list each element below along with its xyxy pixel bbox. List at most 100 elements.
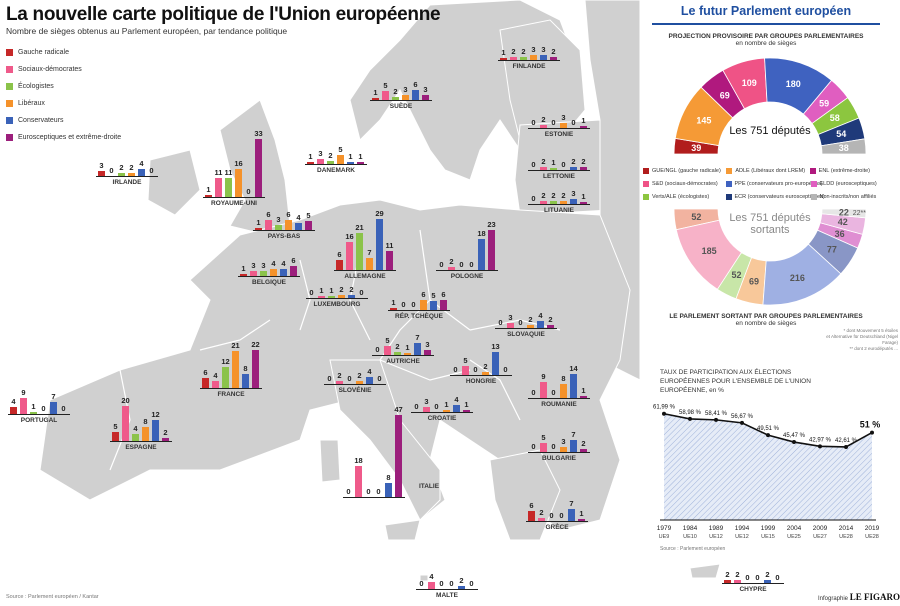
country-bar [202,377,209,388]
country-bar [280,269,287,276]
country-bar [346,242,353,270]
turnout-eu-label: UE28 [865,534,879,540]
country-bar-value: 3 [541,44,546,54]
note-line: * dont Mouvement 5 étoiles [843,328,898,333]
italy-shape [329,359,441,521]
country-bar-value: 3 [425,339,430,349]
country-bar-value: 2 [571,156,576,166]
country-bar [382,91,389,100]
country-bar [132,434,139,441]
turnout-line-chart: 61,99 % 1979 UE9 58,98 % 1984 UE10 58,41 % 1989… [653,405,881,540]
country-bar [560,384,567,398]
country-bar [327,160,334,164]
country-bar-value: 2 [511,46,516,56]
legend-item: Libéraux [6,95,121,112]
country-bar-value: 18 [354,455,363,465]
group-desc: (conservateurs eurosceptiques) [747,193,825,200]
legend-swatch-ecologistes [6,83,13,90]
country-bar [390,308,397,310]
country-bar-value: 5 [385,336,390,346]
country-bar [570,198,577,204]
country-bar-value: 13 [491,342,500,352]
country-bar-value: 21 [231,341,240,351]
note-line: et Alternative für Deutschland (Nigel Fa… [826,334,898,345]
country-bar-value: 0 [559,511,564,520]
group-desc: (extrême-droite) [830,167,871,174]
country-baseline [436,270,498,271]
country-bar-value: 4 [296,213,301,222]
party-legend: Gauche radicale Sociaux-démocrates Écolo… [6,44,121,146]
country-bar-value: 2 [449,256,454,266]
country-bar [540,443,547,452]
country-bar [510,56,517,60]
country-bar-value: 0 [518,318,523,327]
group-desc: (Libéraux dont LREM) [751,167,806,174]
country-bar-value: 6 [337,249,342,259]
country-bar-value: 2 [337,370,342,380]
country-bar-value: 3 [99,160,104,170]
country-bar-value: 0 [414,402,419,411]
country-bar-value: 2 [561,190,566,200]
donut-slice-label: 22 [839,207,849,217]
country-bar-value: 7 [51,391,56,401]
map-source: Source : Parlement européen / Kantar [6,594,99,600]
country-bar-value: 2 [541,190,546,200]
country-chart: 2 2 0 0 2 0 CHYPRE [722,570,784,593]
country-bar-value: 2 [581,156,586,166]
country-bar-value: 2 [735,569,740,579]
country-bar [478,238,485,270]
country-bar [386,250,393,270]
country-bar [430,301,437,310]
credit-prefix: Infographie [818,596,849,602]
turnout-point [740,420,744,425]
outgoing-subtitle: LE PARLEMENT SORTANT PAR GROUPES PARLEME… [660,313,872,327]
donut-slice-label: 109 [742,78,757,88]
country-bar [550,168,557,170]
country-bar [440,299,447,310]
country-bar [328,296,335,298]
turnout-eu-label: UE12 [709,534,723,540]
group-label: Non-inscrits/non affiliés [819,193,877,200]
country-bar [260,270,267,276]
country-bar-value: 2 [328,150,333,160]
turnout-point [870,430,874,435]
country-chart: 6 16 21 7 29 11 ALLEMAGNE [334,209,396,280]
legend-swatch-eurosceptiques [6,134,13,141]
projection-title: PROJECTION PROVISOIRE PAR GROUPES PARLEM… [668,33,864,40]
turnout-value-label: 42,97 % [809,437,832,443]
turnout-value-label: 42,61 % [835,438,858,444]
legend-swatch-liberaux [6,100,13,107]
country-bar-value: 0 [449,579,454,588]
country-bar [423,406,430,412]
country-bar-value: 4 [213,371,218,380]
country-bar [764,579,771,583]
country-bar-value: 0 [453,365,458,374]
country-bar-value: 4 [11,397,16,406]
country-baseline [334,270,396,271]
country-bar-value: 8 [243,364,248,373]
country-chart: 1 0 0 6 5 6 RÉP. TCHÈQUE [388,290,450,320]
turnout-value-label: 51 % [860,420,881,430]
donut-slice-label: 42 [838,217,848,227]
country-bar [30,412,37,414]
figaro-credit: Infographie LE FIGARO [818,592,900,602]
country-bar-value: 1 [551,158,556,168]
country-bar [50,401,57,414]
country-bar [420,299,427,310]
country-baseline [343,497,405,498]
country-baseline [450,375,512,376]
country-bar-value: 0 [375,345,380,354]
country-bar-value: 1 [464,400,469,410]
country-bar [222,367,229,388]
country-bar-value: 1 [358,152,363,162]
country-bar-value: 6 [529,500,534,510]
country-bar [270,269,277,276]
country-bar-value: 0 [327,374,332,383]
turnout-value-label: 58,41 % [705,411,728,417]
country-bar [538,517,545,521]
country-bar-value: 2 [119,162,124,172]
country-bar [112,432,119,441]
country-baseline [370,100,432,101]
country-name: BELGIQUE [252,279,286,286]
country-bar [384,346,391,355]
